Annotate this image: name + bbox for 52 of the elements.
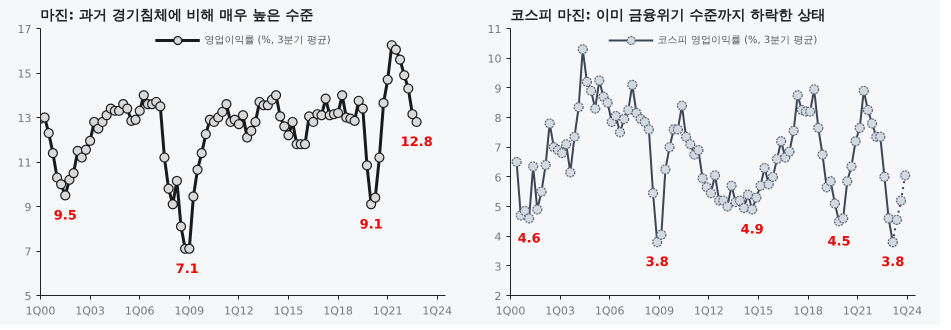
x-tick-label: 1Q12 [694,304,724,318]
y-tick-label: 8 [494,112,502,125]
y-tick-label: 2 [494,290,502,303]
x-tick-label: 1Q03 [545,304,575,318]
x-tick-label: 1Q21 [842,304,873,318]
y-tick-label: 13 [18,112,32,125]
x-tick-label: 1Q21 [372,304,403,318]
annotation: 4.5 [827,234,851,250]
point [896,195,906,206]
y-tick-label: 4 [494,230,502,244]
annotation: 7.1 [176,262,199,277]
x-tick-label: 1Q15 [744,304,774,318]
x-tick-label: 1Q09 [644,304,674,318]
annotation: 9.1 [360,217,383,232]
x-tick-label: 1Q00 [26,304,56,318]
y-tick-label: 15 [18,68,32,80]
y-tick-label: 7 [494,142,502,155]
x-tick-label: 1Q15 [274,304,304,318]
x-tick-label: 1Q00 [496,304,526,318]
y-tick-label: 11 [18,156,32,170]
x-tick-label: 1Q18 [323,304,353,318]
legend-label: 코스피 영업이익률 (%, 3분기 평균) [658,34,818,47]
chart-title: 마진: 과거 경기침체에 비해 매우 높은 수준 [40,8,314,24]
y-tick-label: 6 [494,171,502,184]
annotation: 4.9 [740,222,764,238]
x-tick-label: 1Q24 [422,304,452,318]
chart-title: 코스피 마진: 이미 금융위기 수준까지 하락한 상태 [510,8,826,24]
y-tick-label: 9 [494,82,502,96]
legend-label: 영업이익률 (%, 3분기 평균) [204,34,331,47]
point [888,237,898,248]
y-tick-label: 17 [18,23,32,36]
annotation: 12.8 [400,134,433,150]
y-tick-label: 10 [488,52,502,66]
annotation: 4.6 [518,231,541,246]
annotation: 9.5 [54,208,77,224]
point [900,170,910,180]
point [892,214,902,225]
x-tick-label: 1Q24 [892,304,922,318]
annotation: 3.8 [646,255,669,270]
x-tick-label: 1Q06 [124,304,155,318]
x-tick-label: 1Q06 [594,304,625,318]
y-tick-label: 11 [488,23,502,36]
x-tick-label: 1Q09 [174,304,204,318]
y-tick-label: 5 [494,201,502,214]
y-tick-label: 7 [24,246,32,258]
x-tick-label: 1Q03 [75,304,105,318]
y-tick-label: 9 [24,201,32,214]
x-tick-label: 1Q18 [793,304,823,318]
annotation: 3.8 [881,255,904,270]
y-tick-label: 3 [494,260,502,274]
x-tick-label: 1Q12 [224,304,254,318]
y-tick-label: 5 [24,290,32,303]
